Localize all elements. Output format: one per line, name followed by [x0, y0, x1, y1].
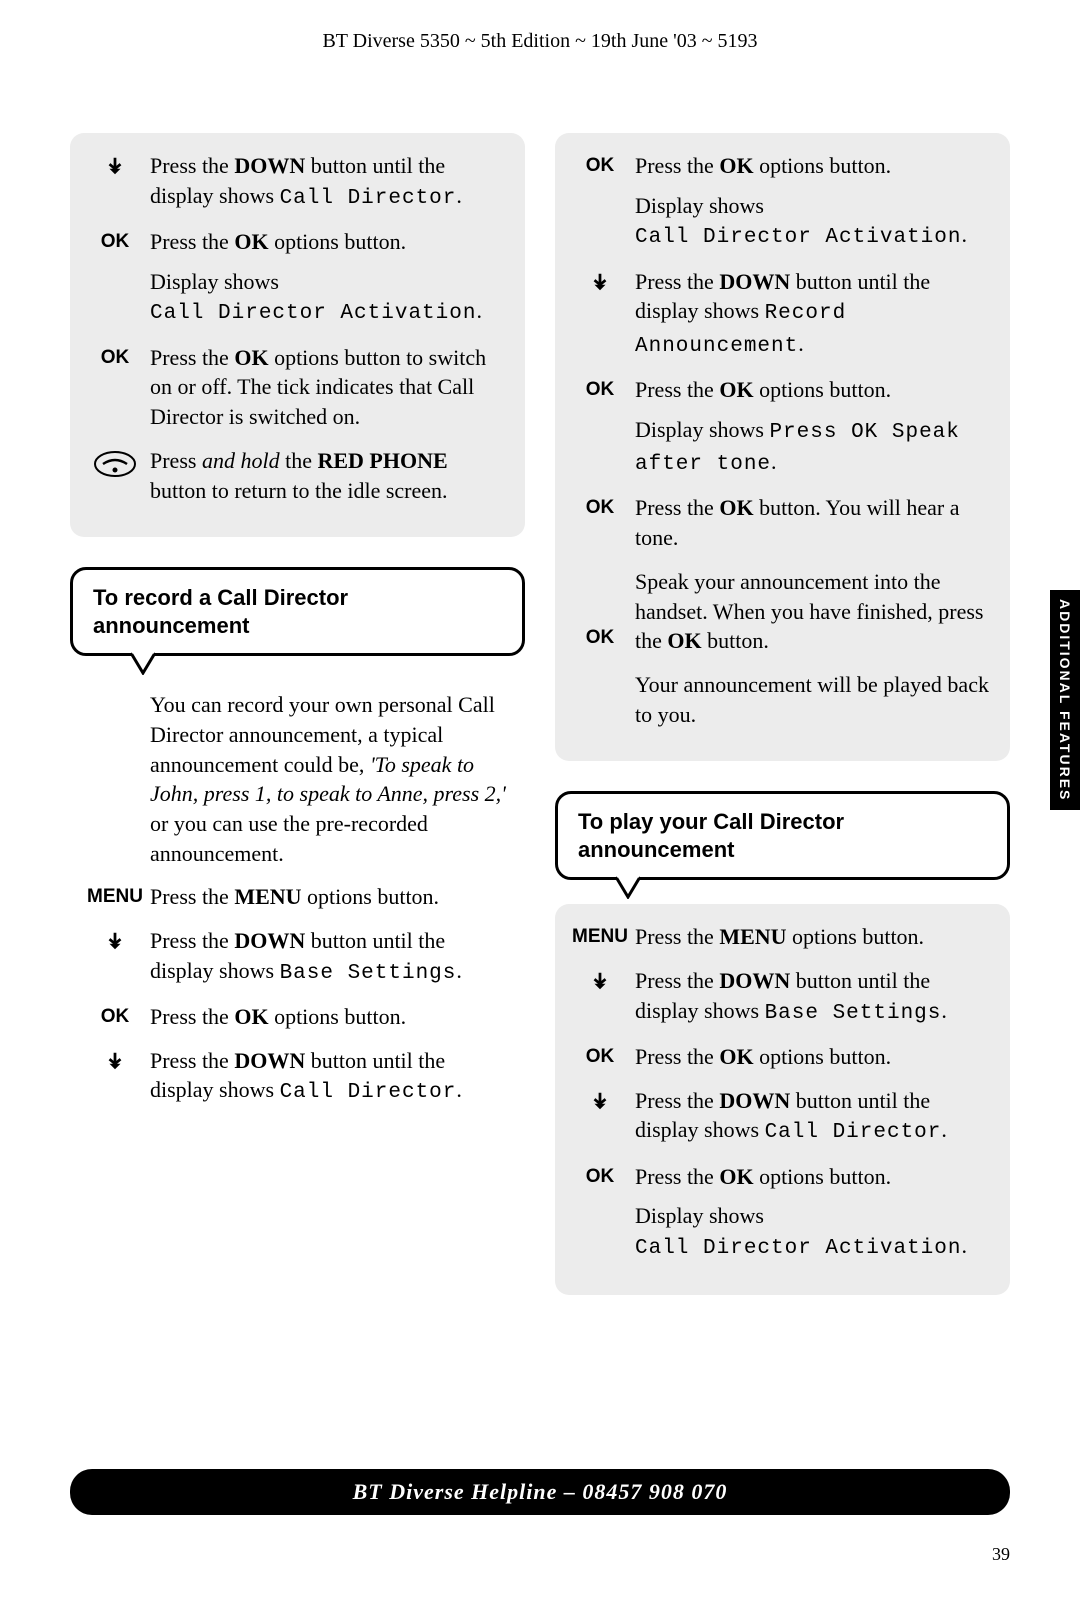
step-text: Press the OK options button. — [150, 1002, 515, 1032]
callout-tail-icon — [129, 651, 157, 675]
ok-label: OK — [565, 1042, 635, 1068]
menu-label: MENU — [565, 922, 635, 948]
instruction-box: OK Press the OK options button. Display … — [555, 133, 1010, 761]
down-arrow-icon — [565, 966, 635, 998]
callout-tail-icon — [614, 875, 642, 899]
step: Press the DOWN button until the display … — [565, 966, 1000, 1028]
instruction-box: Press the DOWN button until the display … — [70, 133, 525, 537]
spacer — [80, 690, 150, 694]
step: OK Press the OK options button. Display … — [565, 375, 1000, 479]
ok-label: OK — [565, 567, 635, 649]
instruction-list: You can record your own personal Call Di… — [70, 666, 525, 1126]
down-arrow-icon — [80, 1046, 150, 1078]
step: Press the DOWN button until the display … — [565, 267, 1000, 361]
step: OK Press the OK options button. — [80, 1002, 515, 1032]
instruction-box: MENU Press the MENU options button. Pres… — [555, 904, 1010, 1295]
step: MENU Press the MENU options button. — [565, 922, 1000, 952]
page-number: 39 — [992, 1544, 1010, 1565]
ok-label: OK — [565, 493, 635, 519]
step-text: Press the DOWN button until the display … — [150, 151, 515, 213]
side-tab: ADDITIONAL FEATURES — [1050, 590, 1080, 810]
step-text: Press the OK options button to switch on… — [150, 343, 515, 432]
ok-label: OK — [565, 151, 635, 177]
ok-label: OK — [565, 375, 635, 401]
step: Press the DOWN button until the display … — [80, 926, 515, 988]
step-text: Press the DOWN button until the display … — [635, 1086, 1000, 1148]
down-arrow-icon — [565, 267, 635, 299]
callout-heading: To play your Call Director announcement — [555, 791, 1010, 880]
content-columns: Press the DOWN button until the display … — [70, 133, 1010, 1295]
spacer — [565, 670, 635, 674]
step: OK Press the OK options button. — [565, 1042, 1000, 1072]
step: OK Press the OK options button. Display … — [565, 151, 1000, 253]
step: Press and hold the RED PHONE button to r… — [80, 446, 515, 505]
step: Press the DOWN button until the display … — [565, 1086, 1000, 1148]
step: OK Press the OK options button. Display … — [80, 227, 515, 329]
step: Press the DOWN button until the display … — [80, 1046, 515, 1108]
step-text: Press the OK options button. — [635, 1042, 1000, 1072]
step: Press the DOWN button until the display … — [80, 151, 515, 213]
step-text: Your announcement will be played back to… — [635, 670, 1000, 729]
left-column: Press the DOWN button until the display … — [70, 133, 525, 1295]
ok-label: OK — [80, 343, 150, 369]
step: MENU Press the MENU options button. — [80, 882, 515, 912]
page: BT Diverse 5350 ~ 5th Edition ~ 19th Jun… — [0, 0, 1080, 1605]
ok-label: OK — [80, 227, 150, 253]
step-text: Press the MENU options button. — [635, 922, 1000, 952]
step-text: Press the DOWN button until the display … — [150, 926, 515, 988]
step-text: Press the DOWN button until the display … — [150, 1046, 515, 1108]
step-text: Press the OK options button. Display sho… — [635, 375, 1000, 479]
step-text: Press the OK options button. Display sho… — [635, 151, 1000, 253]
red-phone-icon — [80, 446, 150, 484]
step: OK Press the OK options button. Display … — [565, 1162, 1000, 1264]
step-text: Press and hold the RED PHONE button to r… — [150, 446, 515, 505]
down-arrow-icon — [565, 1086, 635, 1118]
down-arrow-icon — [80, 926, 150, 958]
ok-label: OK — [80, 1002, 150, 1028]
step: OK Press the OK button. You will hear a … — [565, 493, 1000, 552]
step: OK Speak your announcement into the hand… — [565, 567, 1000, 656]
step-text: Press the DOWN button until the display … — [635, 966, 1000, 1028]
step: Your announcement will be played back to… — [565, 670, 1000, 729]
step-text: Press the OK options button. Display sho… — [150, 227, 515, 329]
step-text: Press the OK options button. Display sho… — [635, 1162, 1000, 1264]
footer-helpline: BT Diverse Helpline – 08457 908 070 — [70, 1469, 1010, 1515]
page-header: BT Diverse 5350 ~ 5th Edition ~ 19th Jun… — [70, 30, 1010, 53]
step-text: Press the DOWN button until the display … — [635, 267, 1000, 361]
callout-heading: To record a Call Director announcement — [70, 567, 525, 656]
menu-label: MENU — [80, 882, 150, 908]
down-arrow-icon — [80, 151, 150, 183]
step-text: You can record your own personal Call Di… — [150, 690, 515, 868]
step: You can record your own personal Call Di… — [80, 690, 515, 868]
step: OK Press the OK options button to switch… — [80, 343, 515, 432]
right-column: OK Press the OK options button. Display … — [555, 133, 1010, 1295]
step-text: Speak your announcement into the handset… — [635, 567, 1000, 656]
step-text: Press the OK button. You will hear a ton… — [635, 493, 1000, 552]
ok-label: OK — [565, 1162, 635, 1188]
step-text: Press the MENU options button. — [150, 882, 515, 912]
